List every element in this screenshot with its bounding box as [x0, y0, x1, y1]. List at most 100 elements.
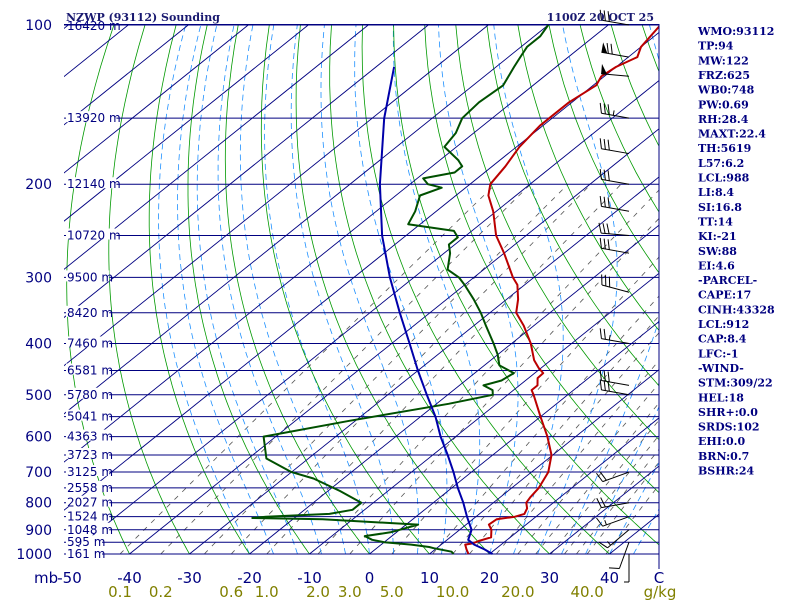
temperature-tick-label: -10: [297, 569, 322, 587]
wind-barb: [599, 102, 630, 119]
height-label-bg: [66, 522, 110, 534]
mixing-ratio-tick-label: 5.0: [380, 583, 404, 600]
height-label: 5041 m: [67, 410, 113, 424]
stat-line: -PARCEL-: [698, 274, 757, 287]
height-label: 2027 m: [67, 496, 113, 510]
height-label-bg: [66, 547, 102, 558]
wind-barb: [599, 370, 630, 386]
stat-line: BSHR:24: [698, 465, 754, 478]
station-title: NZWP (93112) Sounding: [66, 11, 220, 24]
stat-line: LFC:-1: [698, 347, 739, 360]
stat-line: SW:88: [698, 245, 737, 258]
wind-barb: [599, 138, 630, 155]
temperature-tick-label: -20: [237, 569, 262, 587]
stat-line: TP:94: [698, 40, 734, 53]
wind-barb: [596, 471, 630, 483]
isotherm: [129, 128, 659, 555]
temperature-tick-label: 30: [540, 569, 559, 587]
wind-barb: [601, 42, 630, 58]
temperature-tick-label: -50: [57, 569, 82, 587]
height-label-bg: [66, 270, 110, 282]
stat-line: TT:14: [698, 215, 733, 228]
wind-barb: [599, 196, 630, 212]
stat-line: HEL:18: [698, 391, 744, 404]
stat-line: SHR+:0.0: [698, 406, 758, 419]
wind-barb: [599, 9, 630, 26]
isotherm: [64, 24, 489, 367]
pressure-tick-label: 100: [25, 18, 52, 34]
observation-time: 1100Z 20 OCT 25: [547, 11, 654, 24]
wind-barb: [624, 554, 630, 583]
isotherm: [69, 80, 659, 555]
temperature-tick-label: 10: [420, 569, 439, 587]
mixing-ratio-line: [204, 183, 569, 555]
stat-line: MAXT:22.4: [698, 128, 766, 141]
isotherm: [489, 417, 659, 555]
stat-line: LI:8.4: [698, 186, 734, 199]
temperature-tick-label: 0: [365, 569, 375, 587]
height-label-bg: [66, 305, 110, 317]
isotherm: [249, 224, 659, 555]
stat-line: LCL:912: [698, 318, 749, 331]
height-label: 1048 m: [67, 523, 113, 537]
wind-barb: [599, 168, 630, 185]
wind-barb: [601, 274, 630, 293]
height-label-bg: [66, 509, 110, 521]
stat-line: CAPE:17: [698, 289, 751, 302]
mixing-ratio-line: [160, 183, 531, 555]
height-label-bg: [66, 228, 117, 240]
pressure-tick-label: 1000: [16, 547, 52, 563]
stat-line: STM:309/22: [698, 377, 773, 390]
temperature-tick-label: -40: [117, 569, 142, 587]
pressure-tick-label: 700: [25, 465, 52, 481]
stat-line: KI:-21: [698, 230, 737, 243]
height-label: 7460 m: [67, 336, 113, 350]
isotherms: [64, 24, 659, 555]
isotherm: [309, 272, 659, 555]
plot-area: [64, 24, 659, 555]
parcel-trace: [378, 66, 493, 555]
sounding-traces: [251, 24, 659, 555]
isotherm: [64, 31, 659, 511]
isotherm: [64, 24, 249, 174]
stat-line: EHI:0.0: [698, 435, 745, 448]
height-label-bg: [66, 336, 110, 348]
mixing-ratio-unit-label: g/kg: [644, 583, 677, 600]
mixing-ratio-tick-label: 10.0: [436, 583, 469, 600]
height-label: 5780 m: [67, 388, 113, 402]
pressure-tick-label: 500: [25, 388, 52, 404]
mixing-ratio-line: [230, 183, 592, 555]
mixing-ratio-line: [266, 183, 622, 555]
temperature-unit-label: C: [654, 569, 664, 587]
height-label-bg: [66, 480, 110, 492]
stat-line: CINH:43328: [698, 303, 775, 316]
isotherm: [369, 320, 659, 555]
mixing-ratio-tick-label: 3.0: [338, 583, 362, 600]
height-label: 16420 m: [67, 19, 121, 33]
stat-line: WB0:748: [697, 84, 755, 97]
pressure-tick-label: 200: [25, 177, 52, 193]
height-label: 2558 m: [67, 481, 113, 495]
stat-line: PW:0.69: [698, 98, 749, 111]
mixing-ratio-tick-label: 1.0: [255, 583, 279, 600]
height-label: 13920 m: [67, 111, 121, 125]
height-label-bg: [66, 535, 102, 547]
height-label-bg: [66, 363, 110, 375]
isotherm: [429, 369, 659, 555]
height-label: 12140 m: [67, 177, 121, 191]
wind-barb: [596, 516, 630, 527]
stat-line: FRZ:625: [698, 69, 750, 82]
temperature-tick-label: -30: [177, 569, 202, 587]
stat-line: L57:6.2: [698, 157, 744, 170]
stat-line: WMO:93112: [697, 25, 774, 38]
stat-line: SI:16.8: [698, 201, 742, 214]
pressure-tick-label: 400: [25, 336, 52, 352]
height-label: 10720 m: [67, 229, 121, 243]
dewpoint-trace: [251, 24, 550, 555]
temperature-trace: [464, 25, 659, 555]
stat-line: MW:122: [698, 54, 749, 67]
